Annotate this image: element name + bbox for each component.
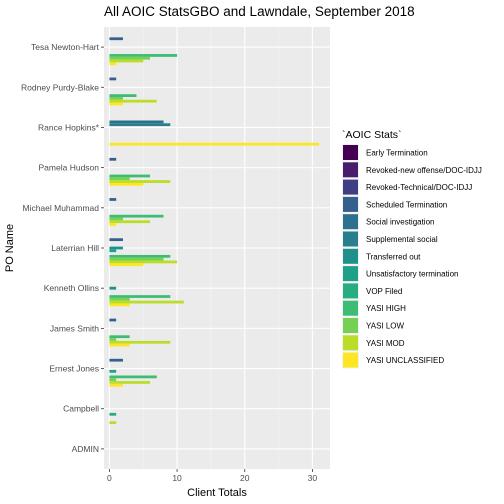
legend-label: YASI LOW (366, 322, 405, 331)
bar-yasi-high (109, 94, 137, 98)
bar-yasi-high (109, 214, 164, 218)
y-tick-label: Michael Muhammad (22, 203, 99, 213)
y-tick-label: Kenneth Ollins (44, 283, 99, 293)
legend-label: Unsatisfactory termination (366, 270, 458, 279)
bar-yasi-low (109, 97, 123, 100)
bar-yasi-high (109, 335, 130, 339)
legend-label: Early Termination (366, 149, 428, 158)
legend-label: YASI UNCLASSIFIED (366, 356, 444, 365)
y-tick-label: Rodney Purdy-Blake (21, 82, 99, 92)
legend-key-scheduled-termination (343, 196, 358, 212)
legend-key-yasi-unclassified (343, 352, 358, 368)
legend-key-social-investigation (343, 214, 358, 230)
bar-scheduled-termination (109, 37, 123, 41)
bar-yasi-high (109, 295, 171, 298)
bar-scheduled-termination (109, 358, 123, 362)
x-tick-label: 0 (107, 473, 112, 483)
legend-key-revoked-new-offense-doc-idjj (343, 162, 358, 178)
bar-yasi-low (109, 297, 130, 301)
x-tick-labels: 0 10 20 30 (107, 469, 317, 483)
bar-vop-filed (109, 412, 117, 416)
bar-yasi-high (109, 375, 157, 379)
bar-unsatisfactory-termination (109, 249, 117, 253)
bar-social-investigation (109, 120, 164, 124)
y-tick-label: Rance Hopkins* (38, 122, 100, 132)
legend-key-unsatisfactory-termination (343, 266, 358, 282)
legend-label: Social investigation (366, 218, 434, 227)
bar-supplemental-social (109, 123, 171, 127)
bar-yasi-mod (109, 381, 151, 384)
legend-key-vop-filed (343, 283, 358, 299)
y-tick-label: Pamela Hudson (39, 163, 100, 173)
x-tick-label: 20 (240, 473, 250, 483)
bar-yasi-low (109, 177, 130, 181)
bar-transferred-out (109, 246, 123, 250)
y-tick-label: ADMIN (72, 444, 99, 454)
legend-label: Supplemental social (366, 235, 438, 244)
legend-key-transferred-out (343, 248, 358, 264)
y-tick-label: Ernest Jones (49, 364, 99, 374)
legend-label: YASI HIGH (366, 304, 406, 313)
bar-yasi-low (109, 56, 151, 60)
bar-yasi-mod (109, 59, 144, 63)
bar-yasi-mod (109, 300, 184, 304)
y-tick-label: Laterrian Hill (51, 243, 99, 253)
legend-key-yasi-high (343, 300, 358, 316)
bar-yasi-unclassified (109, 223, 117, 226)
legend-key-early-termination (343, 145, 358, 160)
bar-scheduled-termination (109, 318, 117, 322)
bar-yasi-high (109, 54, 178, 57)
bar-yasi-unclassified (109, 303, 130, 307)
legend-label: Revoked-Technical/DOC-IDJJ (366, 183, 472, 192)
bar-yasi-mod (109, 99, 157, 103)
chart-title: All AOIC StatsGBO and Lawndale, Septembe… (104, 4, 415, 19)
y-tick-label: James Smith (50, 323, 99, 333)
legend-key-revoked-technical-doc-idjj (343, 179, 358, 195)
legend-key-yasi-low (343, 318, 358, 333)
bar-yasi-unclassified (109, 343, 130, 347)
y-axis-title: PO Name (4, 224, 16, 272)
bar-scheduled-termination (109, 157, 117, 161)
bar-yasi-unclassified (109, 263, 144, 267)
legend-label: Scheduled Termination (366, 200, 447, 209)
legend-key-supplemental-social (343, 231, 358, 247)
bar-yasi-unclassified (109, 62, 117, 66)
bar-yasi-low (109, 257, 164, 261)
x-tick-label: 10 (172, 473, 182, 483)
y-tick-labels: Tesa Newton-Hart Rodney Purdy-Blake Rance … (21, 42, 104, 454)
y-tick-label: Tesa Newton-Hart (31, 42, 100, 52)
bar-scheduled-termination (109, 238, 123, 242)
legend-key-yasi-mod (343, 335, 358, 351)
bar-yasi-mod (109, 340, 171, 344)
x-tick-label: 30 (308, 473, 318, 483)
bar-yasi-unclassified (109, 383, 123, 387)
grid-major (104, 27, 330, 469)
bar-yasi-mod (109, 421, 117, 425)
bar-scheduled-termination (109, 198, 117, 201)
bar-yasi-mod (109, 260, 178, 264)
bar-transferred-out (109, 286, 117, 290)
legend-label: YASI MOD (366, 339, 405, 348)
x-axis-title: Client Totals (187, 487, 247, 499)
legend-label: Revoked-new offense/DOC-IDJJ (366, 166, 482, 175)
legend-title: `AOIC Stats` (342, 129, 402, 141)
bar-unsatisfactory-termination (109, 369, 117, 373)
bar-yasi-high (109, 174, 151, 178)
bar-scheduled-termination (109, 77, 117, 81)
legend-label: Transferred out (366, 252, 421, 261)
y-tick-label: Campbell (63, 404, 99, 414)
bar-yasi-high (109, 254, 171, 258)
bars (109, 37, 320, 425)
bar-yasi-unclassified (109, 142, 320, 146)
bar-yasi-low (109, 338, 117, 341)
legend: `AOIC Stats` Early Termination Revoked-ne… (342, 129, 482, 369)
bar-yasi-mod (109, 180, 171, 183)
bar-yasi-low (109, 217, 123, 221)
bar-yasi-unclassified (109, 102, 123, 106)
legend-label: VOP Filed (366, 287, 402, 296)
bar-yasi-unclassified (109, 182, 144, 186)
bar-yasi-low (109, 378, 117, 382)
bar-yasi-mod (109, 220, 151, 224)
